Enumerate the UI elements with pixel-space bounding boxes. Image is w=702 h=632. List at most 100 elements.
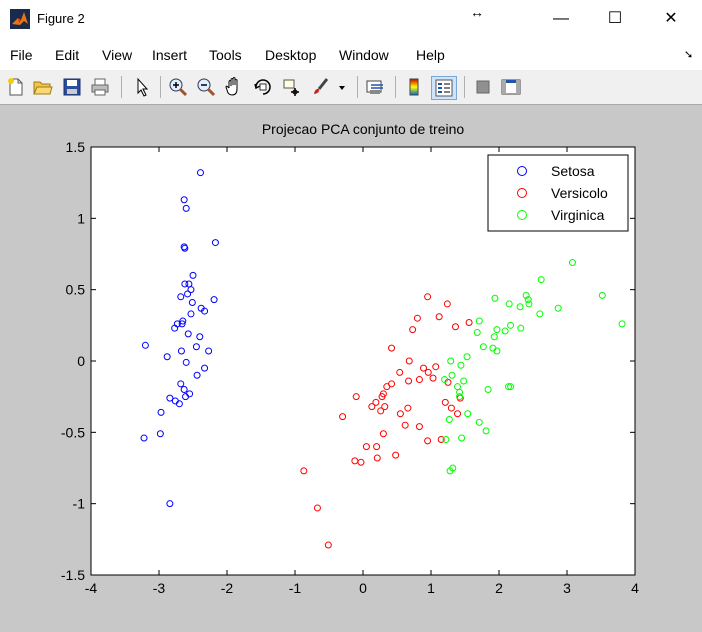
chevron-down-icon[interactable]	[336, 76, 348, 98]
data-point	[505, 383, 513, 391]
menu-bar	[0, 40, 702, 70]
maximize-button[interactable]: ☐	[607, 10, 623, 27]
y-tick-label: -0.5	[61, 424, 85, 440]
data-point	[196, 169, 204, 177]
title-bar	[0, 0, 702, 40]
data-point	[188, 299, 196, 307]
data-point	[525, 300, 533, 308]
data-point	[424, 437, 432, 445]
data-points	[140, 169, 626, 549]
pan-hand-icon[interactable]	[223, 76, 245, 98]
data-point	[432, 363, 440, 371]
dock-arrow-icon[interactable]: ➘	[684, 49, 694, 61]
data-point	[413, 314, 421, 322]
menu-view[interactable]: View	[102, 47, 133, 63]
data-point	[201, 307, 209, 315]
data-point	[166, 500, 174, 508]
new-figure-icon[interactable]	[5, 76, 27, 98]
data-point	[482, 427, 490, 435]
print-icon[interactable]	[89, 76, 111, 98]
zoom-in-icon[interactable]	[167, 76, 189, 98]
data-point	[177, 347, 185, 355]
scatter-chart[interactable]: Projecao PCA conjunto de treino -4 -3 -2 -1…	[0, 105, 702, 632]
legend-marker	[517, 188, 527, 198]
data-point	[171, 324, 179, 332]
data-point	[396, 368, 404, 376]
data-point	[163, 353, 171, 361]
data-point	[373, 454, 381, 462]
menu-edit[interactable]: Edit	[55, 47, 80, 63]
data-point	[456, 393, 464, 401]
data-point	[424, 293, 432, 301]
legend-icon[interactable]	[431, 76, 457, 100]
data-point	[473, 328, 481, 336]
toolbar-separator	[160, 76, 161, 98]
data-point	[490, 333, 498, 341]
data-point	[420, 364, 428, 372]
y-tick-label: -1.5	[61, 567, 85, 583]
data-point	[205, 347, 213, 355]
data-point	[379, 430, 387, 438]
x-tick-label: -1	[289, 580, 302, 596]
colorbar-icon[interactable]	[403, 76, 425, 98]
data-point	[179, 317, 187, 325]
data-point	[313, 504, 321, 512]
data-point	[493, 347, 501, 355]
data-point	[184, 330, 192, 338]
select-arrow-icon[interactable]	[131, 76, 153, 98]
x-tick-label: 3	[563, 580, 571, 596]
data-point	[324, 541, 332, 549]
data-point	[415, 376, 423, 384]
toolbar-separator	[357, 76, 358, 98]
data-point	[362, 443, 370, 451]
data-point	[211, 239, 219, 247]
data-point	[429, 374, 437, 382]
zoom-out-icon[interactable]	[195, 76, 217, 98]
data-point	[392, 451, 400, 459]
series-setosa	[140, 169, 219, 508]
hide-plot-tools-icon[interactable]	[472, 76, 494, 98]
series-virginica	[441, 259, 626, 475]
data-point	[536, 310, 544, 318]
data-point	[189, 271, 197, 279]
data-point	[175, 400, 183, 408]
data-point	[445, 415, 453, 423]
x-tick-label: 2	[495, 580, 503, 596]
data-point	[484, 386, 492, 394]
data-point	[187, 286, 195, 294]
open-file-icon[interactable]	[31, 76, 53, 98]
data-point	[524, 296, 532, 304]
data-point	[454, 410, 462, 418]
data-point	[181, 280, 189, 288]
data-point	[448, 371, 456, 379]
data-point	[447, 404, 455, 412]
data-point	[193, 371, 201, 379]
data-point	[465, 318, 473, 326]
link-plot-icon[interactable]	[364, 76, 386, 98]
data-point	[479, 343, 487, 351]
menu-insert[interactable]: Insert	[152, 47, 188, 63]
data-point	[598, 291, 606, 299]
show-plot-tools-icon[interactable]	[500, 76, 522, 98]
rotate-3d-icon[interactable]	[252, 76, 274, 98]
legend[interactable]: Setosa Versicolo Virginica	[487, 154, 629, 232]
data-point	[568, 259, 576, 267]
data-point	[457, 361, 465, 369]
data-cursor-icon[interactable]	[281, 76, 303, 98]
menu-window[interactable]: Window	[339, 47, 389, 63]
close-button[interactable]: ✕	[664, 10, 678, 27]
window-title: Figure 2	[37, 11, 85, 26]
x-tick-label: -4	[85, 580, 98, 596]
menu-tools[interactable]: Tools	[209, 47, 242, 63]
brush-icon[interactable]	[310, 76, 332, 98]
data-point	[156, 430, 164, 438]
data-point	[554, 304, 562, 312]
data-point	[166, 394, 174, 402]
minimize-button[interactable]: —	[553, 10, 569, 27]
menu-help[interactable]: Help	[416, 47, 445, 63]
data-point	[377, 407, 385, 415]
menu-file[interactable]: File	[10, 47, 33, 63]
save-icon[interactable]	[61, 76, 83, 98]
data-point	[352, 393, 360, 401]
menu-desktop[interactable]: Desktop	[265, 47, 317, 63]
